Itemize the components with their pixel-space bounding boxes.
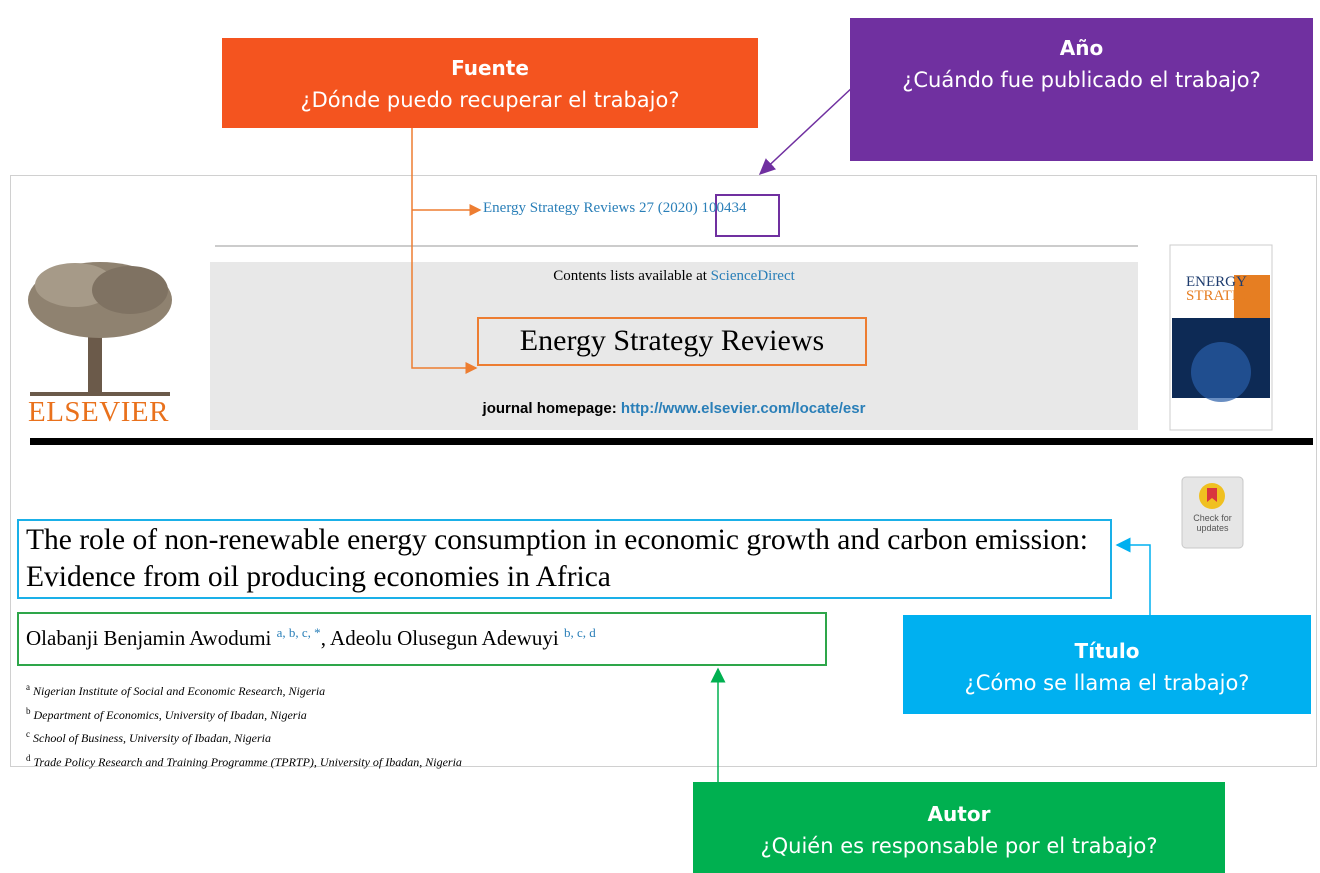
- affiliation: c School of Business, University of Ibad…: [26, 725, 462, 749]
- page: {"callouts": [ {"title": "Fuente", "text…: [0, 0, 1320, 873]
- affiliation-text: Department of Economics, University of I…: [34, 708, 307, 722]
- author-affiliations: a, b, c, *: [277, 625, 321, 640]
- affiliation: b Department of Economics, University of…: [26, 702, 462, 726]
- body: Energy Strategy Reviews 27 (2020) 100434…: [0, 0, 1320, 873]
- affiliation-key: d: [26, 753, 31, 763]
- affiliation-key: b: [26, 706, 31, 716]
- cover-line: ENERGY: [1186, 275, 1263, 289]
- affiliation: a Nigerian Institute of Social and Econo…: [26, 678, 462, 702]
- citation: Energy Strategy Reviews 27 (2020) 100434: [483, 200, 746, 217]
- affiliation-text: Trade Policy Research and Training Progr…: [34, 755, 462, 769]
- affiliation-key: a: [26, 682, 30, 692]
- callout-text: ¿Dónde puedo recuperar el trabajo?: [300, 88, 679, 112]
- callout-year: Año ¿Cuándo fue publicado el trabajo?: [850, 18, 1313, 161]
- contents-line: Contents lists available at ScienceDirec…: [210, 268, 1138, 285]
- authors: Olabanji Benjamin Awodumi a, b, c, *, Ad…: [26, 625, 596, 651]
- thick-rule: [30, 438, 1313, 445]
- journal-name: Energy Strategy Reviews: [478, 320, 866, 362]
- citation-year: (2020): [658, 200, 698, 216]
- callout-title: Autor: [693, 798, 1225, 830]
- callout-text: ¿Cuándo fue publicado el trabajo?: [902, 68, 1261, 92]
- author-affiliations: b, c, d: [564, 625, 596, 640]
- badge-text: Check for updates: [1186, 513, 1239, 533]
- year-arrow: [760, 85, 855, 174]
- affiliation-key: c: [26, 729, 30, 739]
- contents-text: Contents lists available at: [553, 268, 707, 284]
- homepage-label: journal homepage:: [483, 400, 617, 417]
- author-separator: ,: [321, 626, 326, 650]
- publisher: ELSEVIER: [28, 396, 169, 429]
- article-title: The role of non-renewable energy consump…: [26, 522, 1111, 596]
- affiliations: a Nigerian Institute of Social and Econo…: [26, 678, 462, 772]
- cover-line: STRATEGY: [1186, 289, 1263, 303]
- contents-link: ScienceDirect: [711, 268, 795, 284]
- author-name: Adeolu Olusegun Adewuyi: [330, 626, 559, 650]
- affiliation-text: Nigerian Institute of Social and Economi…: [33, 684, 325, 698]
- callout-text: ¿Quién es responsable por el trabajo?: [760, 834, 1157, 858]
- callout-title: Año: [900, 32, 1263, 64]
- callout-source: Fuente ¿Dónde puedo recuperar el trabajo?: [222, 38, 758, 128]
- homepage-url: http://www.elsevier.com/locate/esr: [621, 400, 866, 417]
- callout-title-box: Título ¿Cómo se llama el trabajo?: [903, 615, 1311, 714]
- callout-author: Autor ¿Quién es responsable por el trabaj…: [693, 782, 1225, 873]
- affiliation-text: School of Business, University of Ibadan…: [33, 731, 271, 745]
- homepage-line: journal homepage: http://www.elsevier.co…: [210, 400, 1138, 417]
- citation-number: 100434: [701, 200, 746, 216]
- callout-text: ¿Cómo se llama el trabajo?: [965, 671, 1250, 695]
- affiliation: d Trade Policy Research and Training Pro…: [26, 749, 462, 773]
- title-arrow: [1117, 545, 1150, 615]
- journal-cover: [1170, 245, 1272, 430]
- elsevier-tree: [28, 262, 172, 396]
- callout-title: Fuente: [222, 52, 758, 84]
- callout-title: Título: [903, 635, 1311, 667]
- author-name: Olabanji Benjamin Awodumi: [26, 626, 271, 650]
- citation-journal: Energy Strategy Reviews 27: [483, 200, 654, 216]
